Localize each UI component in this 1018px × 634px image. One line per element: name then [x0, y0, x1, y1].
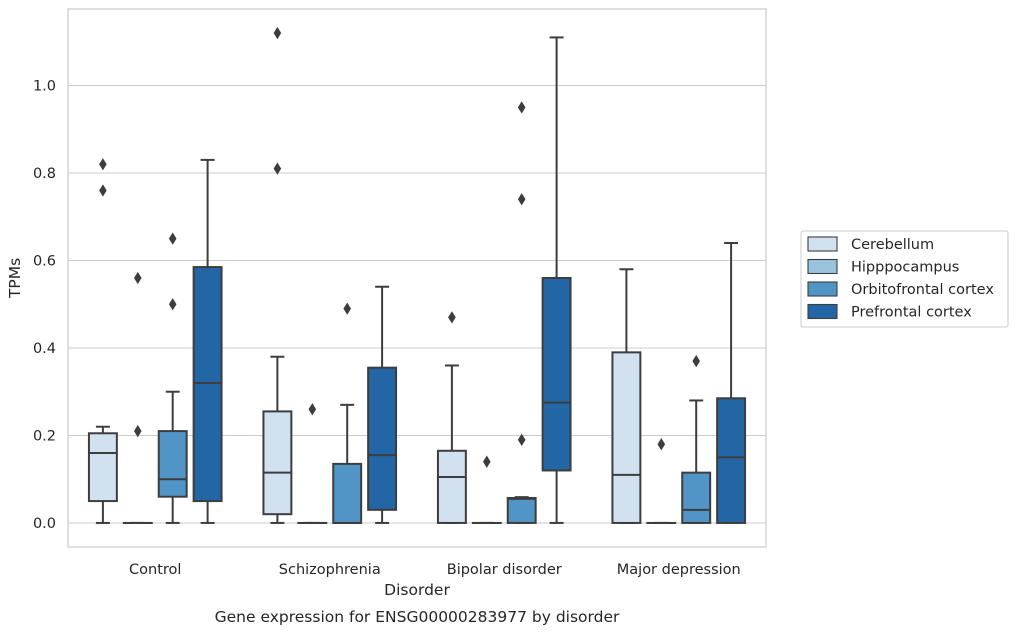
- box-group: [471, 455, 502, 524]
- box-group: [646, 438, 677, 524]
- legend-frame: [800, 230, 1009, 328]
- outlier-point: [692, 354, 700, 368]
- legend-swatch: [807, 236, 838, 252]
- outlier-point: [134, 271, 142, 285]
- box-group: [436, 311, 467, 524]
- boxes: [87, 26, 747, 524]
- legend-swatch: [807, 281, 838, 297]
- outlier-point: [517, 193, 526, 206]
- legend-label: Cerebellum: [851, 237, 934, 253]
- y-tick-label: 0.6: [33, 254, 56, 270]
- outlier-point: [657, 438, 666, 451]
- box-group: [681, 354, 712, 524]
- y-tick-label: 0.2: [33, 428, 56, 444]
- x-tick-label: Bipolar disorder: [447, 562, 562, 578]
- box-body: [681, 471, 712, 524]
- outlier-point: [273, 162, 282, 175]
- box-body: [262, 410, 293, 516]
- y-tick-label: 0.4: [33, 341, 56, 357]
- legend-swatch: [807, 303, 838, 320]
- y-tick-label: 0.0: [33, 516, 56, 532]
- outlier-point: [168, 232, 177, 245]
- outlier-point: [308, 403, 317, 416]
- outlier-point: [343, 302, 351, 315]
- box-group: [157, 232, 188, 524]
- outlier-point: [99, 158, 107, 171]
- box-group: [192, 158, 223, 524]
- x-axis-ticks: Control Schizophrenia Bipolar disorder Majo…: [129, 562, 741, 578]
- y-axis-title: TPMs: [6, 258, 24, 299]
- legend-swatch: [807, 258, 838, 275]
- box-body: [436, 449, 467, 524]
- outlier-point: [483, 455, 491, 468]
- box-body: [716, 397, 747, 524]
- box-body: [506, 497, 537, 524]
- box-group: [506, 101, 537, 524]
- box-body: [87, 432, 118, 503]
- x-tick-label: Schizophrenia: [279, 562, 381, 578]
- box-body: [541, 277, 572, 472]
- outlier-point: [517, 101, 526, 114]
- box-group: [332, 302, 363, 524]
- outlier-point: [517, 433, 526, 446]
- x-tick-label: Control: [129, 562, 181, 578]
- box-body: [192, 266, 223, 503]
- y-axis-ticks: 0.0 0.2 0.4 0.6 0.8 1.0: [33, 79, 56, 532]
- box-body: [157, 430, 188, 498]
- x-axis-title: Disorder: [384, 581, 450, 599]
- outlier-point: [273, 26, 282, 40]
- box-group: [541, 36, 572, 524]
- box-group: [716, 242, 747, 524]
- legend-label: Hipppocampus: [851, 260, 959, 276]
- outlier-point: [134, 424, 142, 438]
- legend: Cerebellum Hipppocampus Orbitofrontal cort…: [800, 230, 1009, 328]
- y-tick-label: 0.8: [33, 166, 56, 182]
- box-group: [297, 403, 328, 524]
- y-tick-label: 1.0: [33, 79, 56, 95]
- outlier-point: [168, 298, 177, 311]
- chart-caption: Gene expression for ENSG00000283977 by d…: [215, 608, 620, 626]
- legend-label: Orbitofrontal cortex: [851, 282, 994, 298]
- box-group: [262, 26, 293, 524]
- box-group: [87, 158, 118, 524]
- x-tick-label: Major depression: [617, 562, 741, 578]
- box-group: [367, 285, 398, 524]
- box-body: [332, 462, 363, 524]
- plot-area-frame: [67, 8, 767, 548]
- outlier-point: [99, 184, 107, 197]
- box-group: [122, 271, 153, 524]
- outlier-point: [448, 311, 456, 324]
- legend-label: Prefrontal cortex: [851, 305, 972, 321]
- box-body: [367, 366, 398, 511]
- box-body: [611, 351, 642, 524]
- box-group: [611, 268, 642, 524]
